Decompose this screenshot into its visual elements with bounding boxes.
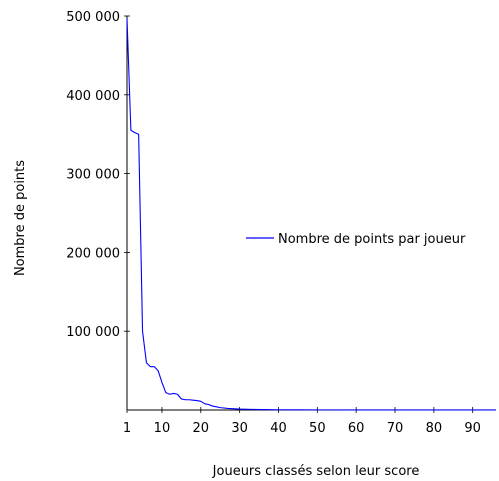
x-tick-label: 60 xyxy=(348,421,365,436)
x-tick-label: 70 xyxy=(387,421,404,436)
x-tick-label: 40 xyxy=(270,421,287,436)
y-tick-label: 200 000 xyxy=(66,246,120,261)
legend-label: Nombre de points par joueur xyxy=(278,232,466,247)
series-line xyxy=(126,18,497,411)
x-tick-label: 1 xyxy=(123,421,131,436)
x-axis-label: Joueurs classés selon leur score xyxy=(212,464,420,479)
y-tick-label: 500 000 xyxy=(66,10,120,25)
y-tick-label: 300 000 xyxy=(66,168,120,183)
legend: Nombre de points par joueur xyxy=(246,232,466,247)
axis-ticks xyxy=(124,15,474,413)
x-tick-label: 10 xyxy=(154,421,171,436)
x-tick-label: 80 xyxy=(426,421,443,436)
y-tick-label: 400 000 xyxy=(66,89,120,104)
tick-labels: 1 10 20 30 40 50 60 70 80 90 100 000 200 000 300 000… xyxy=(66,10,481,436)
y-axis-label: Nombre de points xyxy=(13,160,28,276)
x-tick-label: 50 xyxy=(309,421,326,436)
series-group xyxy=(126,18,497,411)
x-tick-label: 90 xyxy=(464,421,481,436)
x-tick-label: 20 xyxy=(193,421,210,436)
x-tick-label: 30 xyxy=(231,421,248,436)
y-tick-label: 100 000 xyxy=(66,325,120,340)
